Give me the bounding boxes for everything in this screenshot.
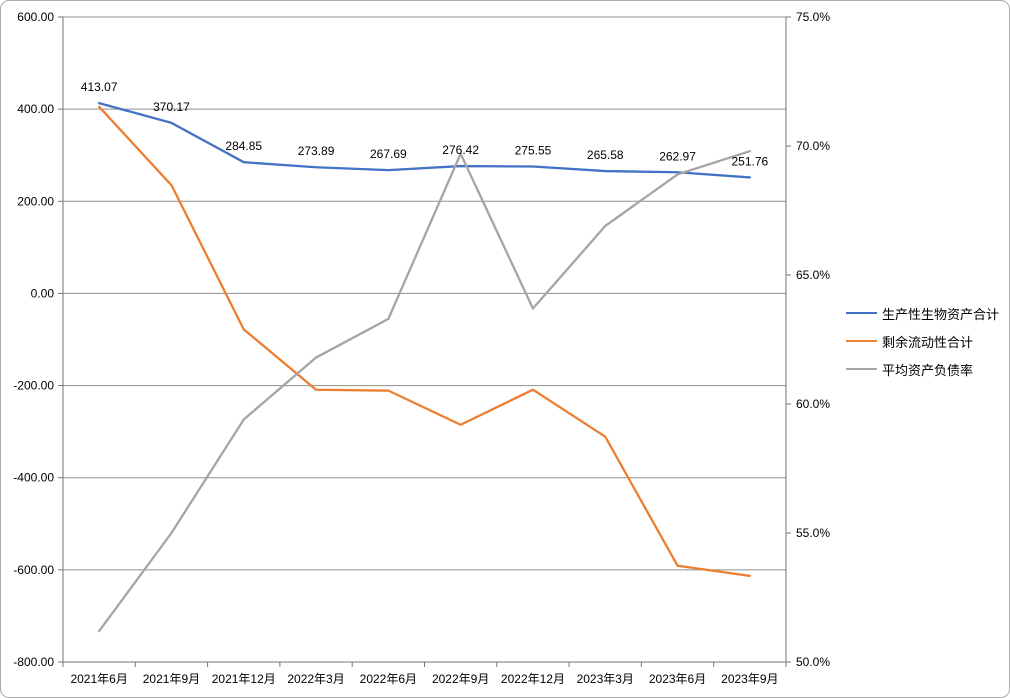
x-axis-category-label: 2022年12月 xyxy=(501,672,565,686)
series-line-1[interactable] xyxy=(98,101,751,179)
left-axis-tick-label: -600.00 xyxy=(13,563,54,577)
data-label: 275.55 xyxy=(515,143,552,157)
right-axis-tick-label: 60.0% xyxy=(796,397,830,411)
legend-label-series2: 剩余流动性合计 xyxy=(882,334,974,350)
left-axis-tick-label: 200.00 xyxy=(17,194,54,208)
right-axis-tick-label: 70.0% xyxy=(796,139,830,153)
data-label: 267.69 xyxy=(370,147,407,161)
legend-item-series1[interactable]: 生产性生物资产合计 xyxy=(846,299,999,327)
chart-legend: 生产性生物资产合计 剩余流动性合计 平均资产负债率 xyxy=(846,299,999,383)
data-label: 262.97 xyxy=(659,149,696,163)
data-label: 276.42 xyxy=(442,143,479,157)
x-axis-category-label: 2023年3月 xyxy=(577,672,634,686)
data-label: 370.17 xyxy=(153,100,190,114)
data-label: 413.07 xyxy=(81,80,118,94)
left-axis-tick-label: 400.00 xyxy=(17,102,54,116)
left-axis-tick-label: -400.00 xyxy=(13,471,54,485)
left-axis-tick-label: -200.00 xyxy=(13,379,54,393)
data-label: 251.76 xyxy=(731,154,768,168)
series3-line-swatch xyxy=(846,367,877,371)
legend-label-series1: 生产性生物资产合计 xyxy=(882,306,1000,322)
legend-label-series3: 平均资产负债率 xyxy=(882,362,974,378)
series-line-3[interactable] xyxy=(98,150,751,633)
series2-line-swatch xyxy=(846,339,877,343)
x-axis-category-label: 2021年9月 xyxy=(143,672,200,686)
data-label: 284.85 xyxy=(225,139,262,153)
x-axis-category-label: 2022年9月 xyxy=(432,672,489,686)
left-axis-tick-label: 600.00 xyxy=(17,10,54,24)
x-axis-category-label: 2021年6月 xyxy=(70,672,127,686)
x-axis-category-label: 2021年12月 xyxy=(212,672,276,686)
legend-item-series2[interactable]: 剩余流动性合计 xyxy=(846,327,999,355)
right-axis-tick-label: 65.0% xyxy=(796,268,830,282)
x-axis-category-label: 2023年6月 xyxy=(649,672,706,686)
x-axis-category-label: 2022年3月 xyxy=(287,672,344,686)
right-axis-tick-label: 50.0% xyxy=(796,655,830,669)
right-axis-tick-label: 55.0% xyxy=(796,526,830,540)
x-axis-category-label: 2022年6月 xyxy=(360,672,417,686)
x-axis-category-label: 2023年9月 xyxy=(721,672,778,686)
left-axis-tick-label: -800.00 xyxy=(13,655,54,669)
data-label: 273.89 xyxy=(298,144,335,158)
right-axis-tick-label: 75.0% xyxy=(796,10,830,24)
left-axis-tick-label: 0.00 xyxy=(31,286,55,300)
legend-item-series3[interactable]: 平均资产负债率 xyxy=(846,355,999,383)
series-line-2[interactable] xyxy=(98,105,751,577)
data-label: 265.58 xyxy=(587,148,624,162)
series1-line-swatch xyxy=(846,311,877,315)
